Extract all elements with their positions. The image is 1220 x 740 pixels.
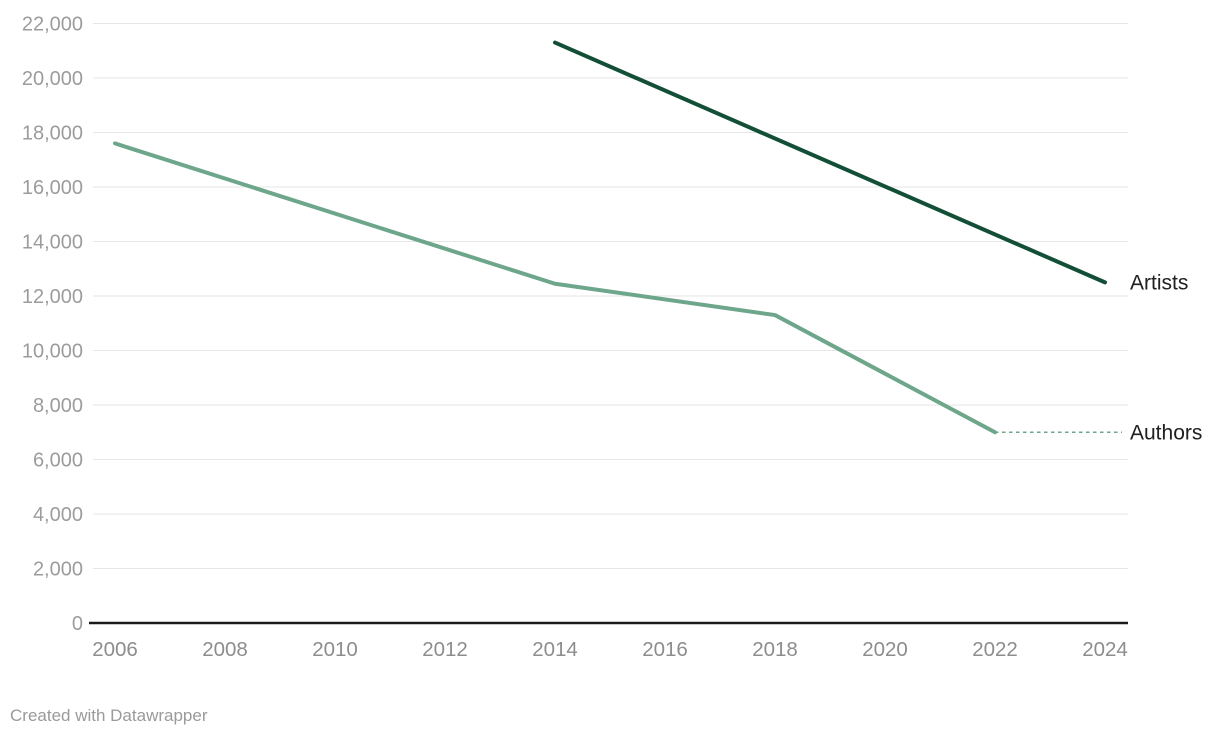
y-tick-label: 20,000 bbox=[22, 68, 83, 90]
series-label-authors: Authors bbox=[1130, 421, 1202, 444]
series-line-artists bbox=[553, 40, 1107, 285]
x-tick-label: 2008 bbox=[202, 638, 248, 661]
datawrapper-credit: Created with Datawrapper bbox=[10, 706, 208, 725]
y-tick-label: 10,000 bbox=[22, 341, 83, 363]
y-tick-label: 18,000 bbox=[22, 123, 83, 145]
x-tick-label: 2016 bbox=[642, 638, 688, 661]
x-tick-label: 2022 bbox=[972, 638, 1018, 661]
y-tick-label: 8,000 bbox=[33, 395, 83, 417]
y-tick-label: 22,000 bbox=[22, 14, 83, 36]
line-chart: 0 2,000 4,000 6,000 8,000 10,000 12,000 14,000 1… bbox=[22, 14, 1203, 662]
y-tick-label: 14,000 bbox=[22, 232, 83, 254]
x-tick-label: 2006 bbox=[92, 638, 138, 661]
x-tick-label: 2014 bbox=[532, 638, 578, 661]
y-tick-label: 2,000 bbox=[33, 559, 83, 581]
y-tick-label: 4,000 bbox=[33, 504, 83, 526]
x-tick-label: 2018 bbox=[752, 638, 798, 661]
y-tick-label: 0 bbox=[72, 613, 83, 635]
x-tick-label: 2012 bbox=[422, 638, 468, 661]
x-tick-label: 2024 bbox=[1082, 638, 1128, 661]
series-label-artists: Artists bbox=[1130, 271, 1188, 294]
x-tick-label: 2020 bbox=[862, 638, 908, 661]
series-line-authors bbox=[113, 141, 997, 435]
y-tick-label: 6,000 bbox=[33, 450, 83, 472]
y-tick-label: 16,000 bbox=[22, 177, 83, 199]
y-tick-label: 12,000 bbox=[22, 286, 83, 308]
x-tick-label: 2010 bbox=[312, 638, 358, 661]
